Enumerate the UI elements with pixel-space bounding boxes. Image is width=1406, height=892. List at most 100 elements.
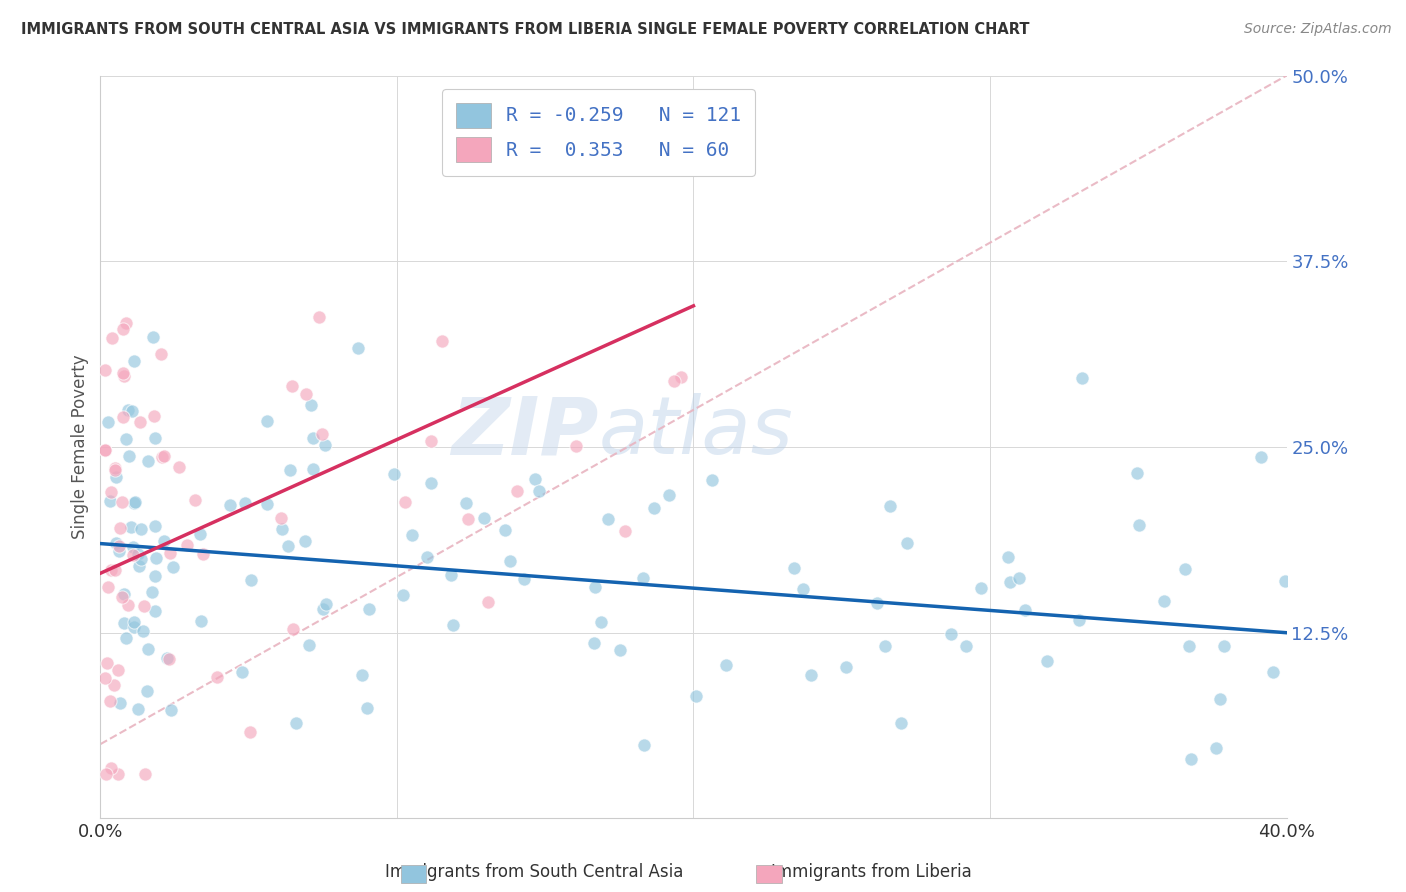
Point xyxy=(277,539,299,553)
Point xyxy=(143,409,166,423)
Point xyxy=(302,462,325,476)
Point xyxy=(120,519,142,533)
Point xyxy=(112,409,135,424)
Point xyxy=(1213,639,1236,653)
Point xyxy=(633,738,655,752)
Point xyxy=(184,492,207,507)
Point xyxy=(299,398,322,412)
Point xyxy=(308,310,330,324)
Point xyxy=(117,403,139,417)
Point xyxy=(112,322,135,336)
Point xyxy=(420,434,443,448)
Point xyxy=(107,767,129,781)
Point xyxy=(1035,654,1057,668)
Point xyxy=(205,670,228,684)
Point xyxy=(598,512,620,526)
Point xyxy=(513,573,536,587)
Point xyxy=(167,460,190,475)
Point xyxy=(118,449,141,463)
Point xyxy=(114,316,136,330)
Point xyxy=(685,689,707,703)
Point xyxy=(1205,741,1227,756)
Point xyxy=(143,519,166,533)
Point xyxy=(104,461,127,475)
Point xyxy=(1174,562,1197,576)
Point xyxy=(98,494,121,508)
Point xyxy=(239,724,262,739)
Point xyxy=(281,379,304,393)
Point xyxy=(890,715,912,730)
Point xyxy=(141,584,163,599)
Point xyxy=(108,696,131,710)
Point xyxy=(472,511,495,525)
Point xyxy=(565,439,588,453)
Point xyxy=(121,404,143,418)
Point xyxy=(782,561,804,575)
Point xyxy=(499,554,522,568)
Text: Immigrants from Liberia: Immigrants from Liberia xyxy=(772,863,972,881)
Point xyxy=(136,642,159,657)
Point xyxy=(609,643,631,657)
Point xyxy=(527,483,550,498)
Point xyxy=(94,672,117,686)
Point xyxy=(100,760,122,774)
Point xyxy=(128,559,150,574)
Point xyxy=(122,540,145,554)
Point xyxy=(111,495,134,509)
Point xyxy=(112,369,135,384)
Point xyxy=(129,551,152,566)
Point xyxy=(138,453,160,467)
Text: IMMIGRANTS FROM SOUTH CENTRAL ASIA VS IMMIGRANTS FROM LIBERIA SINGLE FEMALE POVE: IMMIGRANTS FROM SOUTH CENTRAL ASIA VS IM… xyxy=(21,22,1029,37)
Point xyxy=(613,524,636,538)
Point xyxy=(156,651,179,665)
Point xyxy=(111,590,134,604)
Point xyxy=(153,449,176,463)
Point xyxy=(278,463,301,477)
Point xyxy=(162,560,184,574)
Point xyxy=(302,432,325,446)
Point xyxy=(112,587,135,601)
Point xyxy=(281,623,304,637)
Point xyxy=(112,615,135,630)
Point xyxy=(193,547,215,561)
Point xyxy=(800,668,823,682)
Point xyxy=(143,569,166,583)
Point xyxy=(1274,574,1296,589)
Point xyxy=(662,374,685,388)
Point xyxy=(589,615,612,630)
Point xyxy=(104,564,127,578)
Point xyxy=(96,656,118,670)
Point xyxy=(129,523,152,537)
Point xyxy=(477,595,499,609)
Point xyxy=(143,605,166,619)
Point xyxy=(875,639,897,653)
Point xyxy=(132,599,155,614)
Point xyxy=(271,522,294,536)
Point xyxy=(382,467,405,482)
Point xyxy=(505,484,527,499)
Point xyxy=(312,602,335,616)
Text: atlas: atlas xyxy=(599,393,793,471)
Point xyxy=(792,582,814,596)
Point xyxy=(104,463,127,477)
Point xyxy=(128,415,150,429)
Point xyxy=(1250,450,1272,464)
Point xyxy=(939,627,962,641)
Point xyxy=(103,678,125,692)
Point xyxy=(142,330,165,344)
Point xyxy=(700,473,723,487)
Point xyxy=(454,495,477,509)
Point xyxy=(117,599,139,613)
Point xyxy=(131,624,153,638)
Point xyxy=(159,703,181,717)
Point xyxy=(270,511,292,525)
Point xyxy=(583,636,606,650)
Point xyxy=(401,527,423,541)
Point xyxy=(101,331,124,345)
Point xyxy=(124,495,146,509)
Point xyxy=(714,657,737,672)
Point xyxy=(127,702,149,716)
Point xyxy=(295,387,318,401)
Point xyxy=(188,527,211,541)
Point xyxy=(311,427,333,442)
